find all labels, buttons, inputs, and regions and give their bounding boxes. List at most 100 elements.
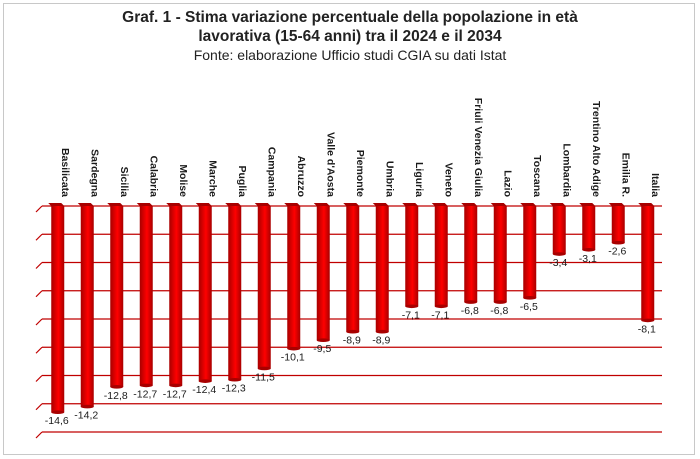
value-label: -12,4: [192, 384, 216, 396]
gridline-tick: [35, 375, 43, 382]
bar-top: [579, 203, 596, 206]
chart-title-line-1: Graf. 1 - Stima variazione percentuale d…: [122, 9, 578, 26]
value-label: -6,5: [520, 301, 538, 313]
bar: [316, 206, 330, 341]
bar: [523, 206, 537, 298]
value-label: -8,9: [372, 335, 390, 347]
bar-bottom: [552, 252, 566, 256]
bar-bottom: [80, 404, 94, 409]
category-label: Toscana: [531, 155, 543, 197]
bar-top: [372, 203, 389, 206]
category-label: Valle d'Aosta: [324, 132, 336, 197]
bar-top: [284, 203, 301, 206]
category-label: Italia: [649, 173, 661, 197]
category-label: Sicilia: [118, 167, 130, 198]
bar: [582, 206, 596, 250]
category-label: Puglia: [236, 165, 248, 197]
bar: [228, 206, 242, 380]
bar-bottom: [641, 318, 655, 323]
bar-top: [402, 203, 419, 206]
category-label: Piemonte: [354, 150, 366, 197]
gridline-tick: [35, 346, 43, 354]
bar-top: [461, 203, 478, 206]
bar: [611, 206, 625, 243]
category-labels: Basilicata Sardegna Sicilia Calabria Molise M…: [59, 98, 661, 197]
bars: [48, 203, 655, 415]
gridline-tick: [35, 431, 43, 439]
bar: [198, 206, 212, 382]
bar: [287, 206, 301, 349]
bar: [80, 206, 94, 407]
category-label: Basilicata: [59, 148, 71, 197]
bar-bottom: [316, 338, 330, 342]
chart-subtitle: Fonte: elaborazione Ufficio studi CGIA s…: [193, 47, 507, 63]
bar-top: [520, 203, 537, 206]
category-label: Friuli Venezia Giulia: [472, 98, 484, 197]
bar-top: [136, 203, 153, 206]
gridline-tick: [35, 318, 43, 326]
category-label: Calabria: [147, 156, 159, 198]
chart-title-line-2: lavorativa (15-64 anni) tra il 2024 e il…: [198, 28, 502, 45]
category-label: Marche: [206, 160, 218, 197]
bar: [51, 206, 65, 413]
bar-top: [313, 203, 330, 206]
category-label: Campania: [265, 147, 277, 197]
bar-top: [343, 203, 360, 206]
bar-bottom: [523, 296, 537, 300]
category-label: Lazio: [501, 170, 513, 197]
bar: [464, 206, 478, 303]
bar-bottom: [51, 410, 65, 415]
bar-top: [549, 203, 566, 206]
bar-bottom: [169, 383, 183, 388]
value-label: -8,9: [343, 335, 361, 347]
bar-bottom: [287, 346, 301, 351]
value-label: -12,7: [163, 388, 187, 400]
bar-bottom: [582, 247, 596, 252]
category-label: Veneto: [442, 163, 454, 197]
chart-frame: [3, 3, 695, 455]
bar-top: [608, 203, 625, 206]
bar: [139, 206, 153, 386]
bar-bottom: [375, 329, 389, 334]
category-label: Lombardia: [560, 143, 572, 197]
bar-top: [77, 203, 94, 206]
bar-top: [166, 203, 183, 206]
gridline-tick: [35, 205, 43, 213]
gridline-tick: [35, 233, 43, 241]
bar: [493, 206, 507, 303]
category-label: Trentino Alto Adige: [590, 101, 602, 197]
value-label: -7,1: [402, 309, 420, 321]
bar-bottom: [434, 304, 448, 309]
category-label: Emilia R.: [619, 153, 631, 197]
category-label: Abruzzo: [295, 156, 307, 197]
category-label: Sardegna: [88, 149, 100, 197]
bar-top: [107, 203, 124, 206]
bar-bottom: [139, 383, 153, 388]
bar-bottom: [198, 379, 212, 383]
category-label: Molise: [177, 164, 189, 197]
bar-bottom: [464, 300, 478, 304]
bar-top: [195, 203, 212, 206]
bar-bottom: [110, 385, 124, 389]
value-label: -3,4: [549, 257, 567, 269]
gridline-tick: [35, 403, 43, 411]
bar: [641, 206, 655, 321]
bar-top: [225, 203, 242, 206]
value-label: -8,1: [638, 323, 656, 335]
bar: [405, 206, 419, 307]
bar-bottom: [611, 240, 625, 245]
gridline-tick: [35, 290, 43, 298]
bar-bottom: [405, 304, 419, 309]
bar: [169, 206, 183, 386]
bar-bottom: [493, 300, 507, 304]
chart-title: Graf. 1 - Stima variazione percentuale d…: [0, 8, 700, 46]
bar-top: [638, 203, 655, 206]
value-label: -6,8: [490, 305, 508, 317]
value-label: -14,2: [74, 410, 98, 422]
bar: [346, 206, 360, 332]
bar-bottom: [257, 366, 271, 371]
bar: [434, 206, 448, 307]
bar-top: [490, 203, 507, 206]
value-label: -14,6: [45, 415, 69, 427]
